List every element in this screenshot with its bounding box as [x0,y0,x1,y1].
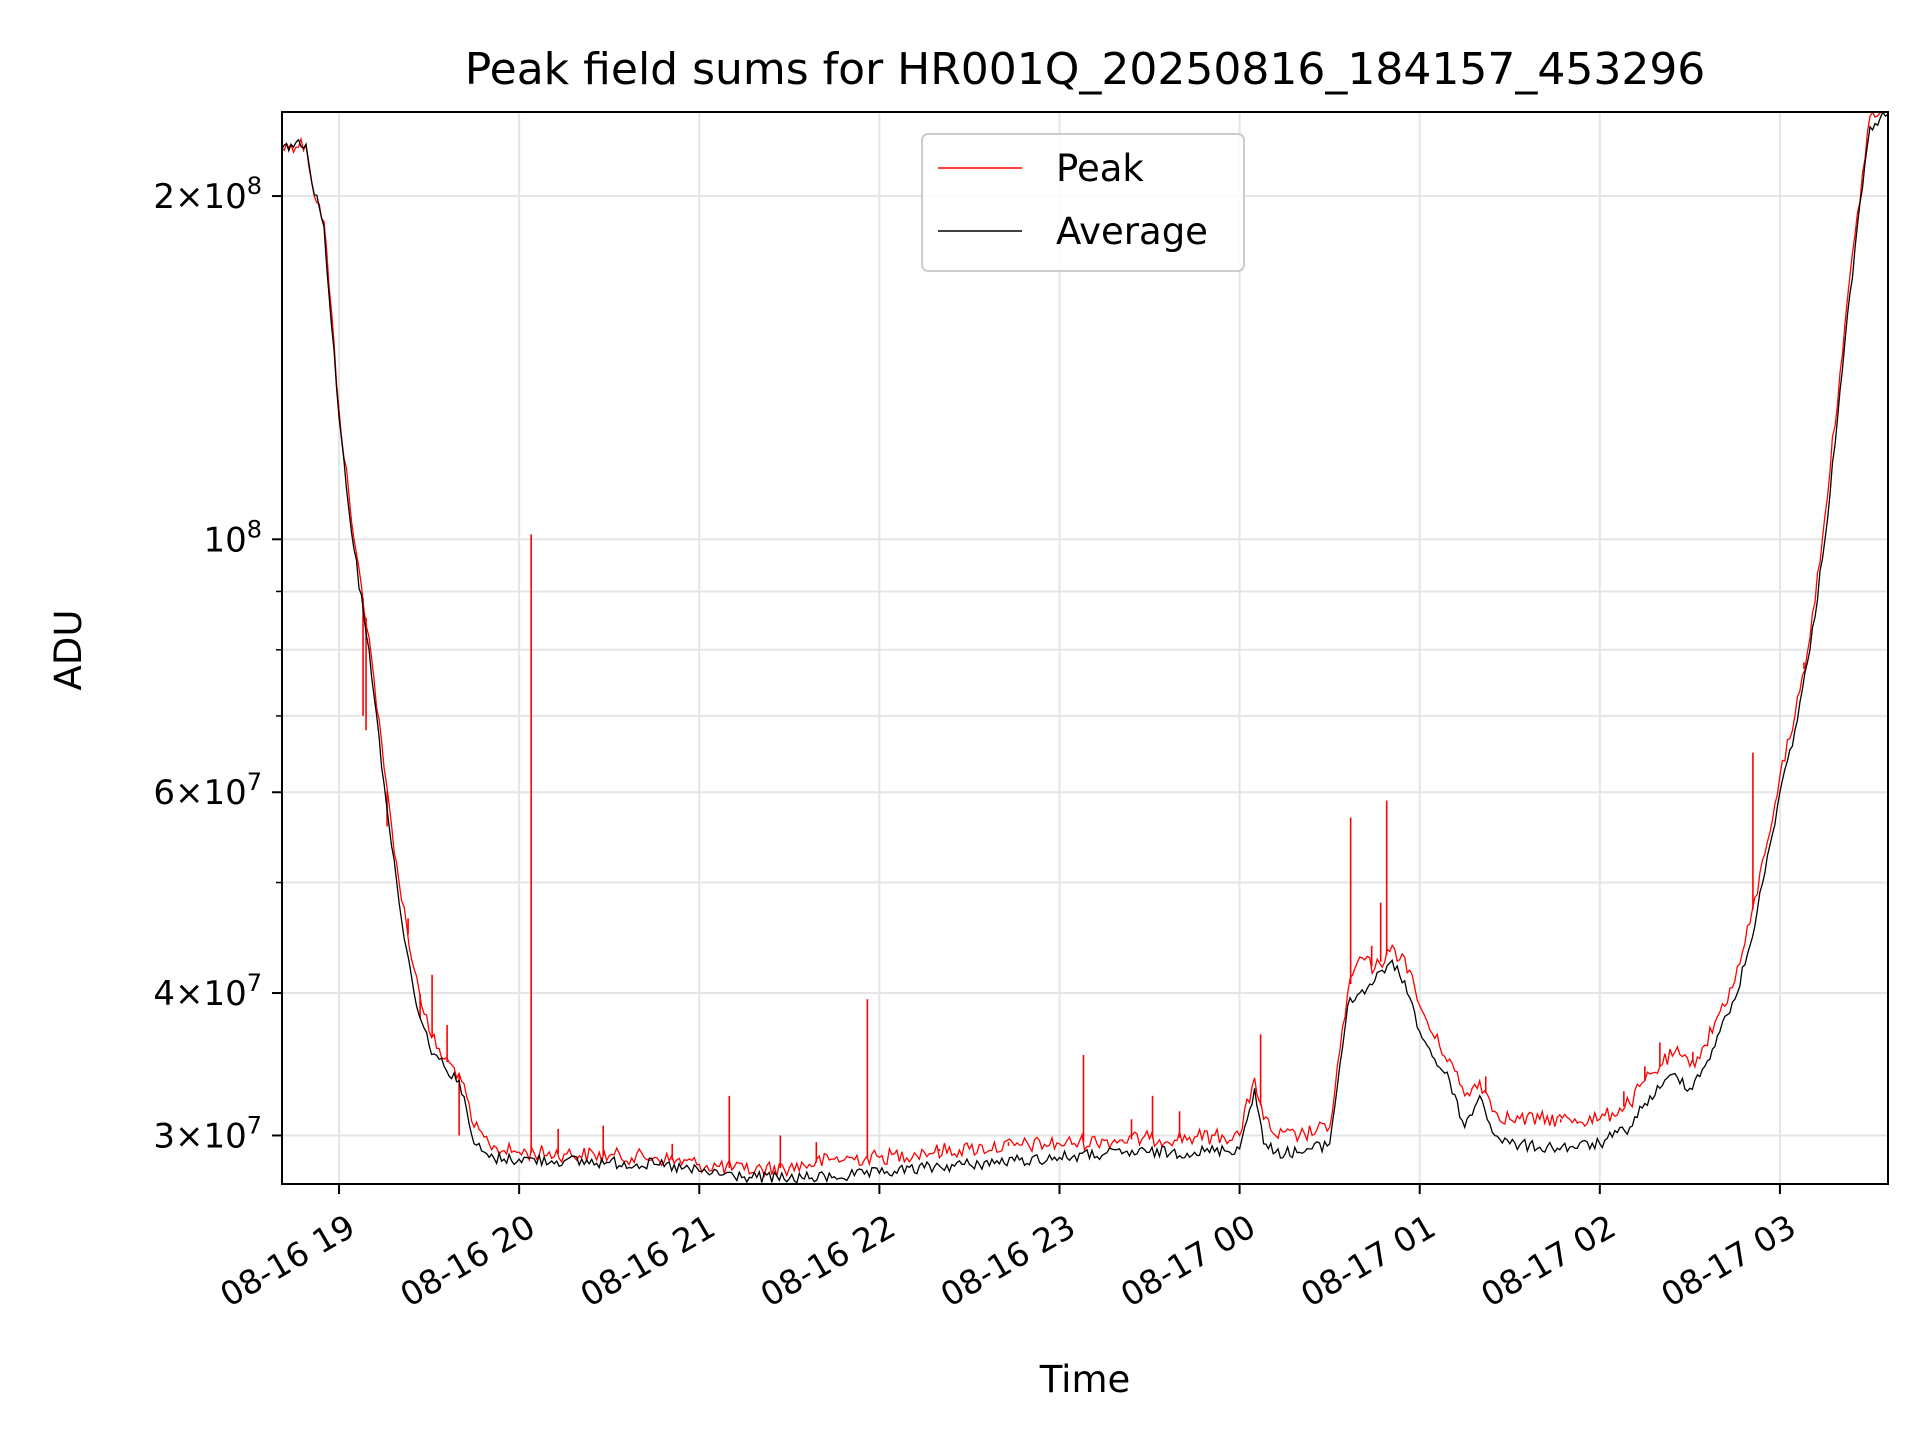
legend-peak-label: Peak [1056,147,1144,190]
y-tick-label: 3×107 [153,1111,262,1156]
legend: Peak Average [921,133,1245,272]
y-axis-label: ADU [47,610,90,691]
series-average-line [282,112,1888,1184]
y-tick-label: 6×107 [153,768,262,813]
chart-title: Peak field sums for HR001Q_20250816_1841… [465,44,1706,95]
series-peak-line [282,112,1888,1178]
plot-data [282,112,1888,1184]
y-tick-label: 2×108 [153,172,262,217]
x-axis-label: Time [1039,1358,1131,1401]
plot-frame [281,111,1889,1185]
y-tick-label: 4×107 [153,969,262,1014]
legend-average-label: Average [1056,210,1208,253]
